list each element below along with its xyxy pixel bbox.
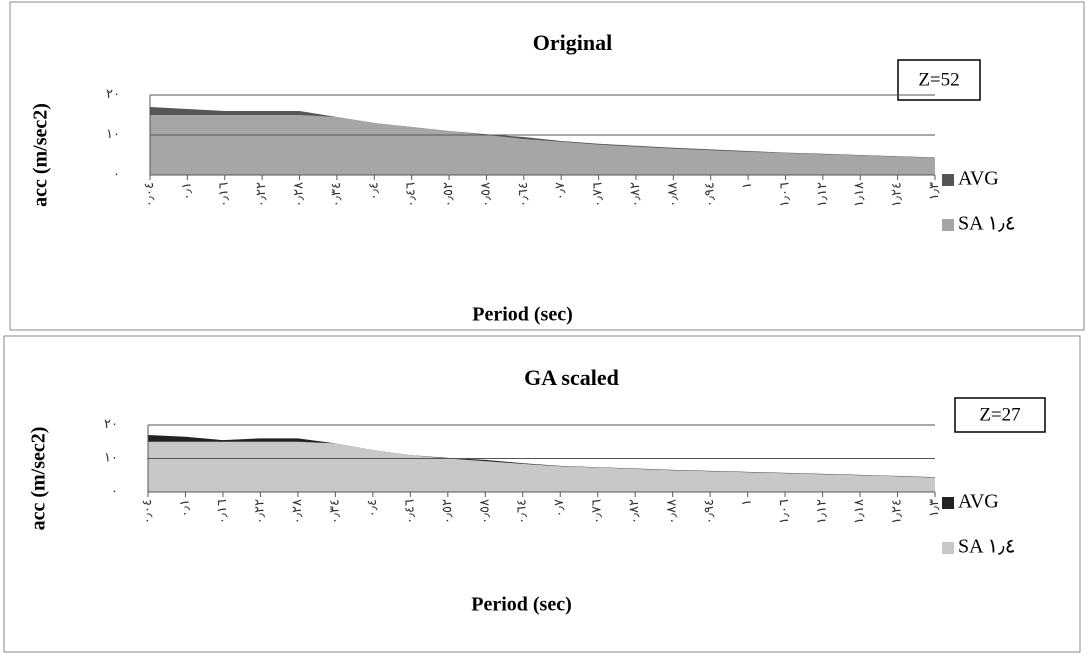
annotation: Z=52 <box>918 69 959 90</box>
x-tick-label: ١٫٠٦ <box>776 499 791 524</box>
legend-label: AVG <box>958 168 999 190</box>
x-tick-label: ٠٫٢٢ <box>251 499 266 524</box>
x-tick-label: ٠٫٨٢ <box>626 499 641 524</box>
x-tick-label: ٠٫٤٦ <box>401 499 416 524</box>
x-tick-label: ١٫٢٤ <box>889 182 904 207</box>
legend-swatch <box>942 174 954 186</box>
y-tick-label: ١٠ <box>104 449 118 464</box>
x-tick-label: ٠٫٣٤ <box>326 499 341 524</box>
x-tick-label: ٠٫٢٨ <box>289 499 304 524</box>
x-axis-title: Period (sec) <box>472 304 573 326</box>
legend-label: SA ١٫٤ <box>958 213 1015 235</box>
legend-swatch <box>942 497 954 509</box>
x-tick-label: ١٫١٨ <box>851 182 866 207</box>
y-axis-title: acc (m/sec2) <box>30 103 52 207</box>
x-tick-label: ٠٫٤ <box>365 182 380 200</box>
legend-label: AVG <box>958 491 999 513</box>
y-tick-label: ٠ <box>113 166 120 181</box>
x-tick-label: ١٫١٢ <box>814 182 829 207</box>
area <box>148 441 935 492</box>
x-tick-label: ٠٫٠٤ <box>139 499 154 524</box>
x-tick-label: ٠٫٨٢ <box>627 182 642 207</box>
x-tick-label: ٠٫٥٨ <box>476 499 491 524</box>
y-tick-label: ٠ <box>111 483 118 498</box>
x-tick-label: ٠٫٦٤ <box>515 182 530 207</box>
x-tick-label: ١٫٢٤ <box>889 499 904 524</box>
x-tick-label: ٠٫١٦ <box>214 499 229 524</box>
x-axis-title: Period (sec) <box>471 594 572 616</box>
x-tick-label: ٠٫٩٤ <box>701 499 716 524</box>
x-tick-label: ١ <box>739 182 754 189</box>
x-tick-label: ١٫١٢ <box>814 499 829 524</box>
legend-swatch <box>942 219 954 231</box>
x-tick-label: ٠٫٧٦ <box>589 499 604 524</box>
panel-frame <box>3 335 1081 653</box>
x-tick-label: ٠٫٥٨ <box>477 182 492 207</box>
x-tick-label: ٠٫٢٢ <box>253 182 268 207</box>
annotation-box <box>897 59 981 101</box>
x-tick-label: ٠٫٧٦ <box>590 182 605 207</box>
chart-title: Original <box>533 30 612 55</box>
x-tick-label: ١٫١٨ <box>851 499 866 524</box>
x-tick-label: ٠٫٠٤ <box>141 182 156 207</box>
x-tick-label: ٠٫٨٨ <box>664 499 679 524</box>
y-tick-label: ٢٠ <box>104 416 118 431</box>
annotation: Z=27 <box>979 404 1020 425</box>
x-tick-label: ٠٫١ <box>176 499 191 517</box>
x-tick-label: ٠٫١ <box>178 182 193 200</box>
panel-frame <box>9 1 1085 331</box>
y-tick-label: ١٠ <box>106 126 120 141</box>
y-tick-label: ٢٠ <box>106 86 120 101</box>
x-tick-label: ١٫٣ <box>926 182 941 200</box>
x-tick-label: ٠٫٧ <box>552 182 567 200</box>
y-axis-title: acc (m/sec2) <box>28 427 50 531</box>
x-tick-label: ١٫٣ <box>926 499 941 517</box>
x-tick-label: ١٫٠٦ <box>776 182 791 207</box>
x-tick-label: ٠٫٢٨ <box>291 182 306 207</box>
x-tick-label: ٠٫٧ <box>551 499 566 517</box>
chart-title: GA scaled <box>524 365 619 390</box>
x-tick-label: ٠٫٤٦ <box>403 182 418 207</box>
x-tick-label: ٠٫٨٨ <box>664 182 679 207</box>
area <box>150 115 935 175</box>
x-tick-label: ٠٫٥٢ <box>439 499 454 524</box>
x-tick-label: ٠٫٤ <box>364 499 379 517</box>
x-tick-label: ٠٫٩٤ <box>702 182 717 207</box>
legend-label: SA ١٫٤ <box>958 536 1015 558</box>
x-tick-label: ٠٫٦٤ <box>514 499 529 524</box>
x-tick-label: ١ <box>739 499 754 506</box>
legend-swatch <box>942 542 954 554</box>
annotation-box <box>954 397 1046 433</box>
x-tick-label: ٠٫٥٢ <box>440 182 455 207</box>
x-tick-label: ٠٫١٦ <box>216 182 231 207</box>
x-tick-label: ٠٫٣٤ <box>328 182 343 207</box>
